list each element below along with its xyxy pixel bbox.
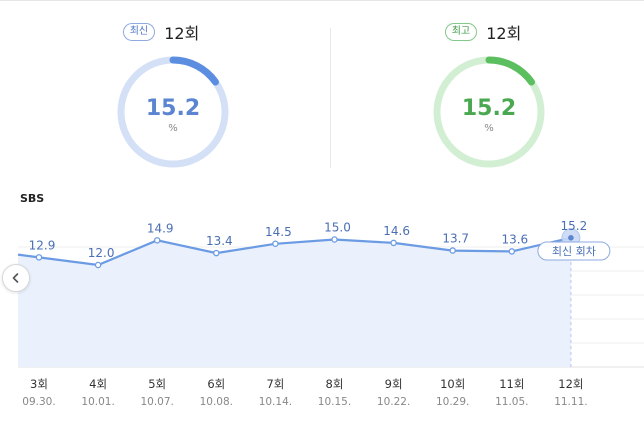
data-point[interactable] [35, 254, 43, 261]
episode-label: 11회 [499, 377, 524, 391]
best-unit: % [484, 123, 494, 134]
episode-label: 8회 [326, 377, 344, 391]
episode-label: 9회 [385, 377, 403, 391]
date-label: 10.01. [81, 396, 114, 408]
data-point[interactable] [449, 247, 456, 254]
date-label: 10.07. [140, 396, 173, 408]
best-episode: 12회 [486, 24, 522, 43]
date-label: 10.14. [259, 396, 292, 408]
latest-unit: % [168, 123, 178, 134]
best-gauge-arc [433, 56, 545, 168]
data-point[interactable] [331, 236, 338, 243]
date-label: 10.29. [436, 396, 469, 408]
data-point[interactable] [94, 261, 102, 269]
tooltip-text: 최신 회차 [552, 245, 596, 258]
value-label: 13.7 [442, 232, 469, 246]
date-label: 10.22. [377, 396, 410, 408]
chart-labels: 12.9 3회 09.30. 12.0 4회 10.01. 14.9 5회 10.07. 13.4… [22, 219, 587, 408]
episode-label: 4회 [89, 377, 107, 391]
latest-episode-tooltip: 최신 회차 [537, 241, 611, 261]
episode-label: 5회 [148, 377, 166, 391]
best-gauge: 15.2 % [433, 56, 545, 168]
date-label: 10.15. [318, 396, 351, 408]
chevron-left-icon [12, 273, 19, 283]
value-label: 13.4 [206, 234, 233, 248]
episode-label: 6회 [207, 377, 225, 391]
best-badge: 최고 [444, 23, 478, 41]
best-value: 15.2 [462, 96, 516, 121]
value-label: 14.5 [265, 225, 292, 239]
data-point[interactable] [272, 240, 279, 247]
value-label: 15.2 [561, 219, 588, 233]
data-point[interactable] [508, 248, 516, 255]
date-label: 09.30. [22, 396, 55, 408]
value-label: 15.0 [324, 221, 351, 235]
latest-badge: 최신 [122, 23, 156, 41]
latest-gauge-arc [117, 56, 229, 168]
date-label: 11.11. [554, 396, 587, 408]
episode-label: 10회 [440, 377, 465, 391]
best-header: 최고 12회 [322, 20, 644, 44]
episode-label: 3회 [30, 377, 48, 391]
data-point[interactable] [153, 237, 161, 244]
latest-episode: 12회 [164, 24, 200, 43]
value-label: 14.9 [147, 221, 174, 235]
data-point[interactable] [213, 249, 220, 257]
previous-button[interactable] [2, 264, 30, 292]
latest-rating-card: 최신 12회 15.2 % [0, 0, 322, 180]
latest-value: 15.2 [146, 96, 200, 121]
value-label: 12.9 [29, 238, 56, 252]
latest-header: 최신 12회 [0, 20, 322, 44]
episode-label: 12회 [558, 377, 583, 391]
network-label: SBS [20, 192, 45, 205]
value-label: 12.0 [88, 246, 115, 260]
rating-trend-chart: 12.9 3회 09.30. 12.0 4회 10.01. 14.9 5회 10.07. 13.4… [17, 219, 644, 408]
data-point[interactable] [568, 235, 574, 241]
top-border [0, 0, 644, 1]
value-label: 14.6 [383, 224, 410, 238]
value-label: 13.6 [501, 232, 528, 246]
episode-label: 7회 [266, 377, 284, 391]
best-rating-card: 최고 12회 15.2 % [322, 0, 644, 180]
date-label: 10.08. [200, 396, 233, 408]
date-label: 11.05. [495, 396, 528, 408]
tooltip-box [537, 241, 611, 261]
data-point[interactable] [390, 239, 397, 247]
latest-gauge: 15.2 % [117, 56, 229, 168]
card-divider [330, 28, 331, 168]
rating-area-fill [18, 237, 571, 367]
